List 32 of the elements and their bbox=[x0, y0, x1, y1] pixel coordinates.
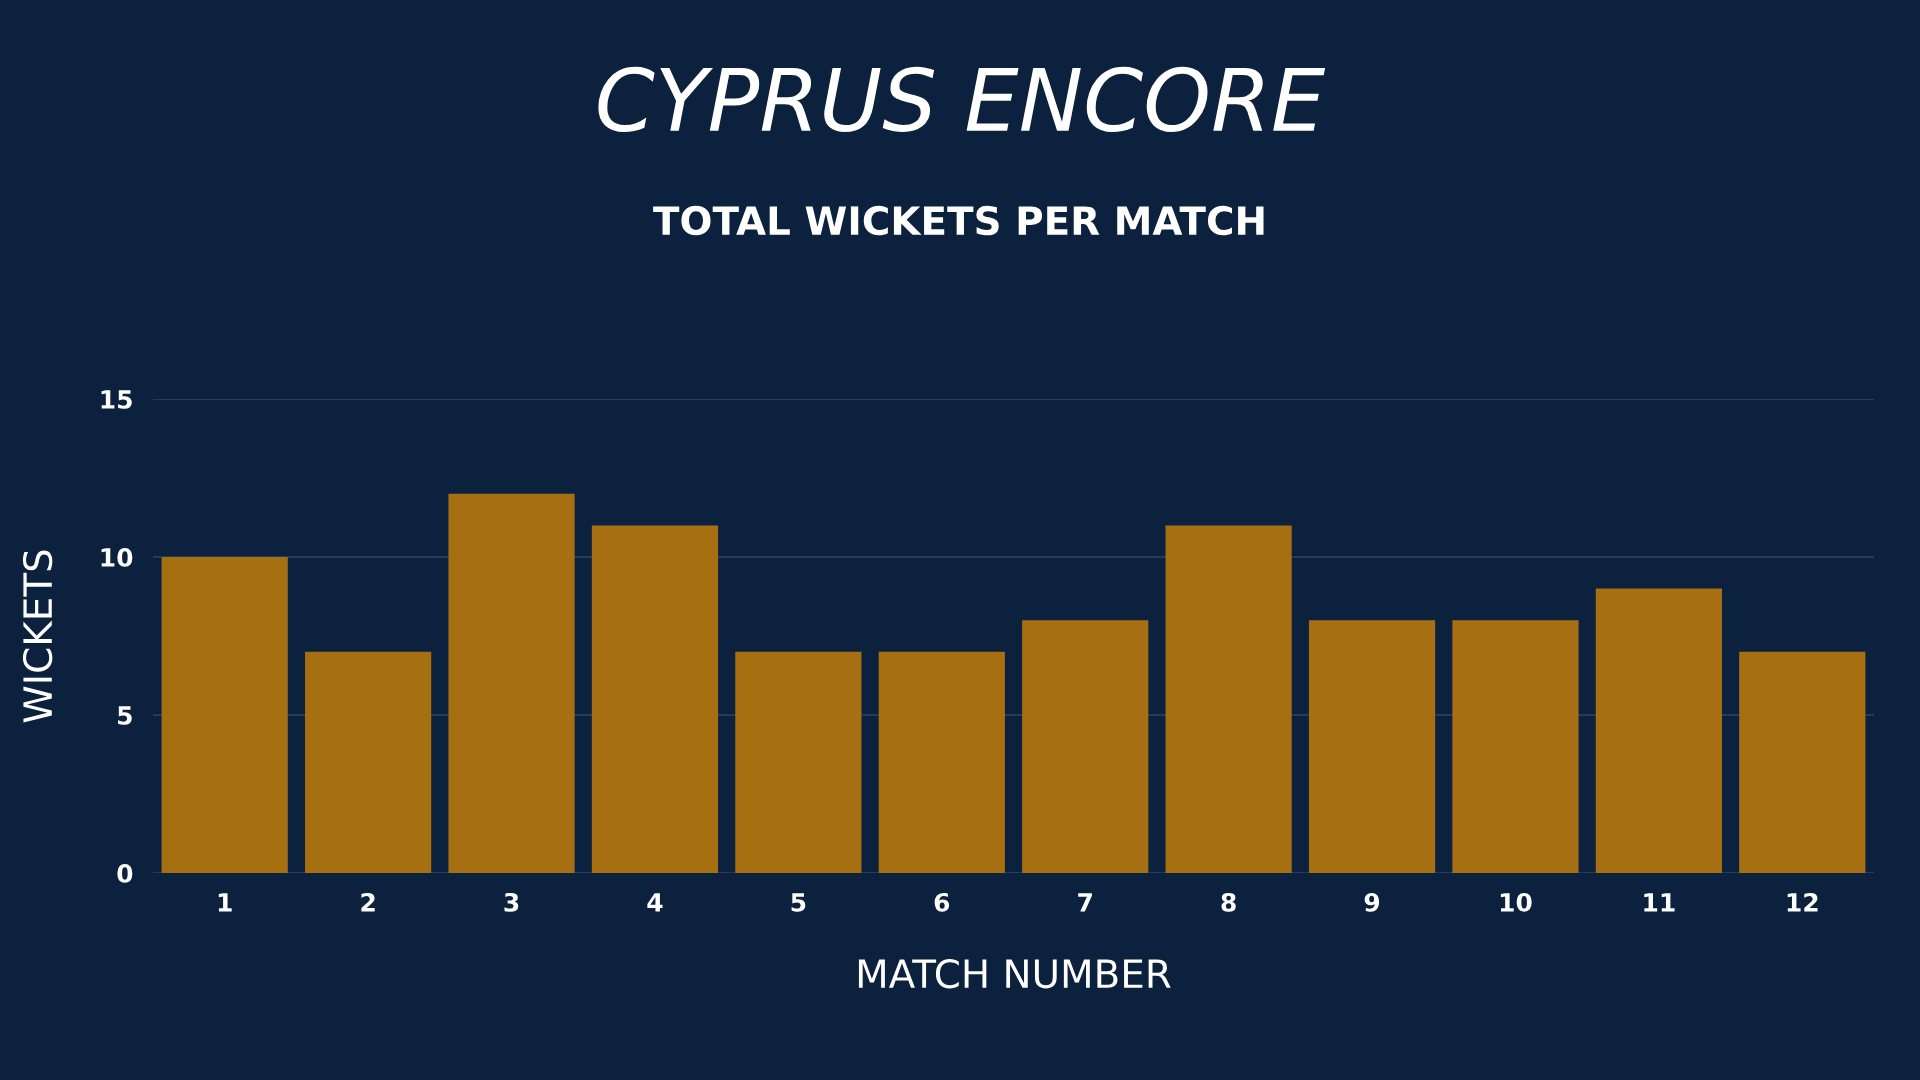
bar bbox=[1308, 620, 1436, 873]
chart-title: CYPRUS ENCORE bbox=[598, 66, 1326, 132]
bar bbox=[1595, 588, 1722, 873]
x-tick-label: 10 bbox=[1500, 892, 1532, 912]
x-tick-label: 3 bbox=[504, 892, 519, 912]
chart-subtitle: TOTAL WICKETS PER MATCH bbox=[653, 205, 1264, 236]
x-tick-label: 5 bbox=[791, 893, 806, 912]
bar bbox=[1739, 651, 1866, 873]
bar bbox=[448, 493, 575, 873]
y-tick-label: 15 bbox=[101, 390, 132, 409]
x-tick-label: 11 bbox=[1644, 893, 1675, 912]
bar bbox=[735, 651, 862, 873]
x-tick-label: 4 bbox=[647, 893, 663, 912]
bar bbox=[878, 651, 1005, 873]
bar bbox=[1452, 620, 1579, 873]
x-tick-label: 12 bbox=[1787, 892, 1818, 912]
bar bbox=[1165, 525, 1292, 873]
x-tick-label: 6 bbox=[934, 892, 950, 912]
x-tick-label: 8 bbox=[1221, 892, 1236, 912]
bar bbox=[591, 525, 719, 873]
x-axis-title: MATCH NUMBER bbox=[858, 958, 1171, 989]
y-tick-label: 10 bbox=[101, 547, 133, 567]
y-tick-label: 5 bbox=[118, 706, 132, 725]
x-tick-label: 7 bbox=[1078, 893, 1092, 912]
bar bbox=[161, 557, 288, 873]
x-tick-label: 9 bbox=[1364, 892, 1380, 912]
x-tick-label: 1 bbox=[218, 893, 232, 912]
y-axis-title: WICKETS bbox=[22, 550, 53, 723]
bar bbox=[1022, 620, 1149, 873]
y-tick-label: 0 bbox=[117, 863, 133, 883]
x-tick-label: 2 bbox=[361, 892, 375, 912]
bar bbox=[305, 651, 432, 873]
